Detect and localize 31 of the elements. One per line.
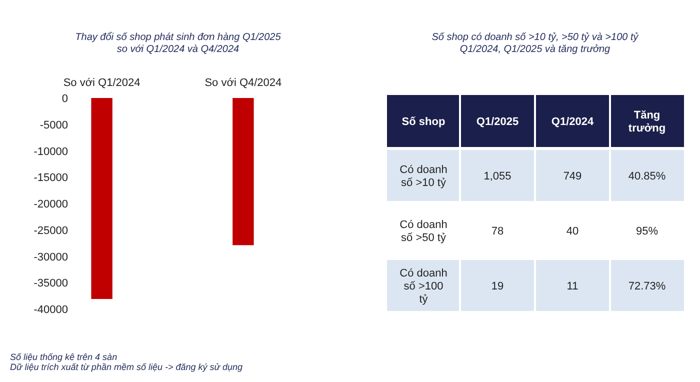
x-tick-label: So với Q1/2024 <box>63 77 140 89</box>
category-label: Q1/2024 <box>551 116 594 128</box>
y-tick-label: -20000 <box>34 198 68 210</box>
x-tick-label: So với Q4/2024 <box>204 77 282 89</box>
y-tick-label: -30000 <box>34 251 68 264</box>
y-tick-label: -10000 <box>34 146 68 158</box>
text: Số liệu thống kê trên 4 sàn <box>10 352 118 362</box>
text: 40.85% <box>628 170 666 182</box>
text: 749 <box>563 170 582 182</box>
text: 19 <box>491 280 504 292</box>
category-label: Có doanh số >50 tỷ <box>400 219 448 244</box>
text: Số shop có doanh số >10 tỷ, >50 tỷ và >100 tỷ Q1/2024, Q1/2025 và tăng trưởng <box>432 32 640 55</box>
y-tick-label: -25000 <box>34 224 68 237</box>
text: 1,055 <box>484 170 512 182</box>
category-label: Có doanh số >10 tỷ <box>400 164 448 189</box>
y-tick-label: 0 <box>62 93 68 105</box>
y-tick-label: -15000 <box>34 172 68 184</box>
category-label: Số shop <box>402 116 446 128</box>
category-label: Có doanh số >100 tỷ <box>400 268 448 306</box>
chart-title: Thay đổi số shop phát sinh đơn hàng Q1/2025 so với Q1/2024 và Q4/2024 <box>75 31 282 55</box>
y-tick-label: -35000 <box>34 278 68 290</box>
text: 40 <box>566 226 579 238</box>
y-tick-label: -40000 <box>34 304 68 316</box>
category-label: Tăng trưởng <box>628 110 666 134</box>
text: 11 <box>566 280 578 292</box>
text: 72.73% <box>628 280 666 292</box>
text: 95% <box>636 226 658 238</box>
category-label: Q1/2025 <box>476 116 519 128</box>
text: 78 <box>491 226 504 238</box>
text: Dữ liệu trích xuất từ phần mềm số liệu -> đăng ký sử dụng <box>10 362 242 372</box>
y-tick-label: -5000 <box>40 119 68 132</box>
